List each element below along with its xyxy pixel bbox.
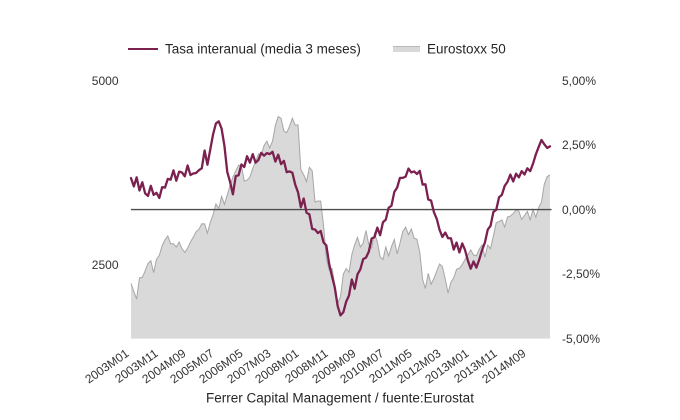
right-axis-tick-label: 5,00%	[562, 73, 597, 88]
right-axis-tick-label: -2,50%	[562, 267, 601, 282]
left-axis-tick-label: 5000	[91, 73, 119, 88]
right-axis-tick-label: 0,00%	[562, 202, 597, 217]
left-axis-tick-label: 2500	[91, 257, 119, 272]
right-axis-tick-label: 2,50%	[562, 138, 597, 153]
legend-label-eurostoxx: Eurostoxx 50	[427, 41, 506, 57]
tasa-line	[129, 120, 552, 317]
legend-label-tasa: Tasa interanual (media 3 meses)	[165, 41, 361, 57]
eurostoxx-area-border	[130, 115, 551, 306]
eurostoxx-area	[131, 116, 550, 339]
footer-source: Ferrer Capital Management / fuente:Euros…	[206, 390, 474, 406]
legend-area-swatch	[393, 45, 420, 53]
right-axis-tick-label: -5,00%	[562, 331, 601, 346]
legend-line-swatch	[128, 47, 158, 50]
